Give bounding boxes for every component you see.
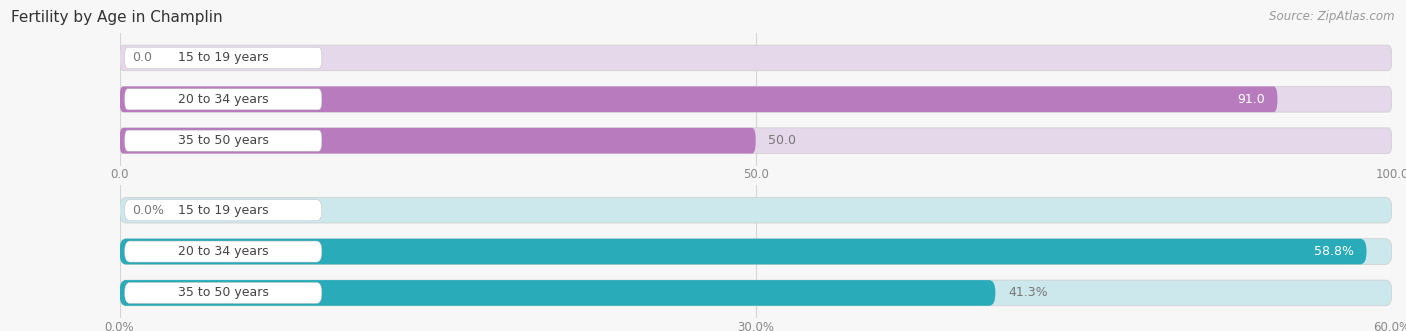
- Text: 15 to 19 years: 15 to 19 years: [179, 51, 269, 65]
- Text: 41.3%: 41.3%: [1008, 286, 1047, 300]
- FancyBboxPatch shape: [120, 239, 1392, 264]
- FancyBboxPatch shape: [125, 200, 322, 221]
- FancyBboxPatch shape: [125, 47, 322, 69]
- Text: 0.0: 0.0: [132, 51, 152, 65]
- FancyBboxPatch shape: [125, 89, 322, 110]
- Text: Fertility by Age in Champlin: Fertility by Age in Champlin: [11, 10, 224, 25]
- FancyBboxPatch shape: [120, 128, 756, 154]
- Text: 35 to 50 years: 35 to 50 years: [177, 134, 269, 147]
- FancyBboxPatch shape: [120, 280, 1392, 306]
- FancyBboxPatch shape: [120, 197, 1392, 223]
- Text: 0.0%: 0.0%: [132, 204, 165, 217]
- FancyBboxPatch shape: [120, 239, 1367, 264]
- Text: 58.8%: 58.8%: [1313, 245, 1354, 258]
- Text: 50.0: 50.0: [769, 134, 796, 147]
- FancyBboxPatch shape: [120, 128, 1392, 154]
- FancyBboxPatch shape: [125, 241, 322, 262]
- FancyBboxPatch shape: [120, 86, 1278, 112]
- Text: 20 to 34 years: 20 to 34 years: [179, 93, 269, 106]
- FancyBboxPatch shape: [125, 130, 322, 151]
- FancyBboxPatch shape: [120, 280, 995, 306]
- Text: 35 to 50 years: 35 to 50 years: [177, 286, 269, 300]
- FancyBboxPatch shape: [120, 86, 1392, 112]
- Text: 20 to 34 years: 20 to 34 years: [179, 245, 269, 258]
- Text: 15 to 19 years: 15 to 19 years: [179, 204, 269, 217]
- Text: 91.0: 91.0: [1237, 93, 1265, 106]
- Text: Source: ZipAtlas.com: Source: ZipAtlas.com: [1270, 10, 1395, 23]
- FancyBboxPatch shape: [125, 282, 322, 304]
- FancyBboxPatch shape: [120, 45, 1392, 71]
